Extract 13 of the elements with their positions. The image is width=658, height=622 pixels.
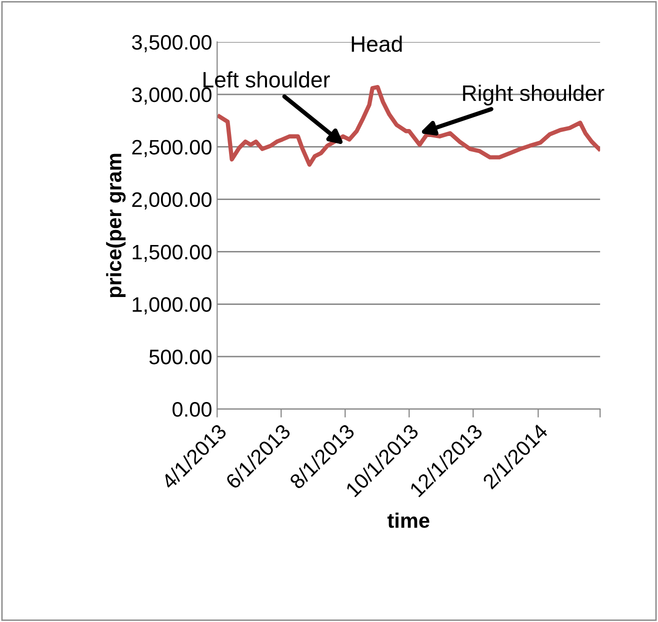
y-tick-label: 3,500.00: [132, 34, 212, 52]
y-tick-label: 500.00: [149, 350, 212, 364]
y-axis-title: price(per gram: [106, 154, 126, 298]
x-axis-title: time: [387, 512, 430, 528]
annotation: Head: [352, 36, 402, 52]
y-tick-label: 1,500.00: [132, 244, 212, 262]
y-tick-label: 3,000.00: [132, 87, 212, 105]
y-tick-label: 0.00: [172, 402, 212, 417]
y-tick-label: 2,000.00: [132, 192, 212, 210]
y-tick-label: 1,000.00: [132, 297, 212, 314]
annotation: Right shoulder: [463, 84, 604, 106]
annotation: Left shoulder: [204, 71, 330, 88]
y-tick-label: 2,500.00: [132, 140, 212, 158]
